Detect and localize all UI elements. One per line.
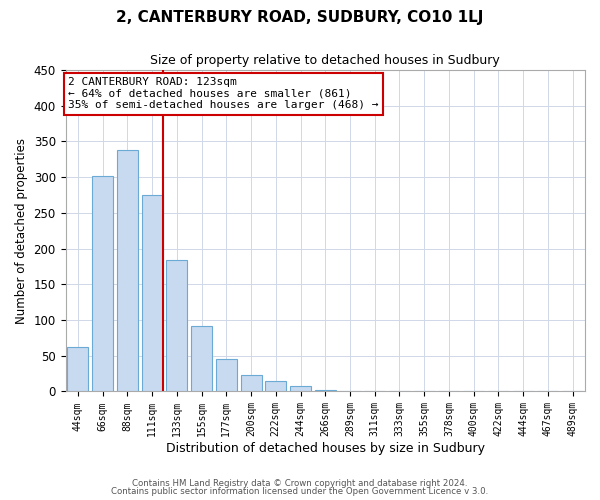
Bar	[216, 360, 237, 392]
Bar	[166, 260, 187, 392]
Y-axis label: Number of detached properties: Number of detached properties	[15, 138, 28, 324]
Bar	[117, 150, 138, 392]
Bar	[290, 386, 311, 392]
Bar	[315, 390, 336, 392]
Text: 2, CANTERBURY ROAD, SUDBURY, CO10 1LJ: 2, CANTERBURY ROAD, SUDBURY, CO10 1LJ	[116, 10, 484, 25]
Bar	[191, 326, 212, 392]
Bar	[92, 176, 113, 392]
Bar	[512, 391, 533, 392]
Bar	[67, 347, 88, 392]
Title: Size of property relative to detached houses in Sudbury: Size of property relative to detached ho…	[151, 54, 500, 68]
Bar	[340, 391, 361, 392]
Bar	[562, 391, 583, 392]
Text: Contains public sector information licensed under the Open Government Licence v : Contains public sector information licen…	[112, 487, 488, 496]
Bar	[265, 381, 286, 392]
X-axis label: Distribution of detached houses by size in Sudbury: Distribution of detached houses by size …	[166, 442, 485, 455]
Text: Contains HM Land Registry data © Crown copyright and database right 2024.: Contains HM Land Registry data © Crown c…	[132, 478, 468, 488]
Bar	[364, 391, 385, 392]
Text: 2 CANTERBURY ROAD: 123sqm
← 64% of detached houses are smaller (861)
35% of semi: 2 CANTERBURY ROAD: 123sqm ← 64% of detac…	[68, 77, 379, 110]
Bar	[142, 195, 163, 392]
Bar	[241, 375, 262, 392]
